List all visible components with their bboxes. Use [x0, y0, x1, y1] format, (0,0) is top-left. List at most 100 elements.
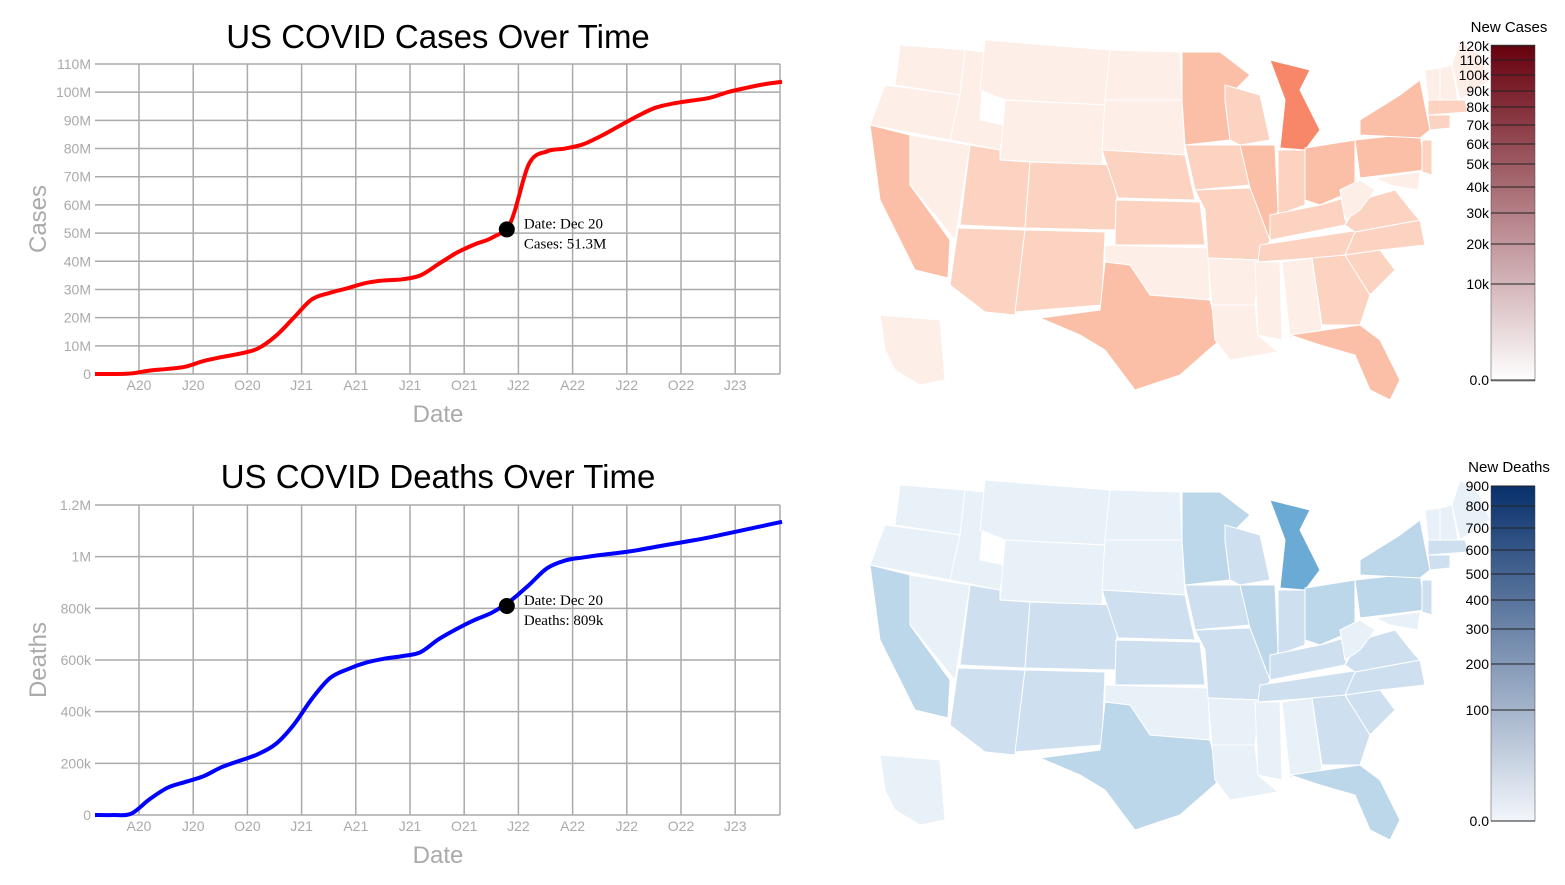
deaths-state-nm[interactable] [1014, 669, 1106, 753]
cases-state-wv[interactable] [1339, 179, 1376, 221]
deaths-highlight-point[interactable] [498, 598, 515, 615]
cases-state-ia[interactable] [1184, 144, 1251, 191]
cases-highlight-point[interactable] [498, 221, 515, 238]
deaths-state-ar[interactable] [1207, 697, 1261, 746]
deaths-state-ks[interactable] [1114, 639, 1206, 686]
deaths-y-tick-label: 400k [61, 704, 92, 720]
deaths-state-pa[interactable] [1354, 572, 1426, 619]
cases-state-in[interactable] [1277, 149, 1306, 216]
cases-state-ma[interactable] [1427, 99, 1469, 116]
cases-state-nj[interactable] [1421, 139, 1433, 176]
deaths-legend-tick-label: 300 [1466, 621, 1490, 637]
deaths-state-fl[interactable] [1289, 764, 1401, 841]
deaths-state-nv[interactable] [909, 574, 971, 682]
cases-line-chart[interactable]: US COVID Cases Over Time 0 10M 20M 30M 40M 50… [0, 0, 800, 440]
cases-x-tick-label: A22 [560, 377, 585, 393]
deaths-state-ne[interactable] [1101, 589, 1196, 641]
deaths-legend-tick-label: 500 [1466, 566, 1490, 582]
cases-legend-tick-label: 60k [1466, 136, 1490, 152]
deaths-state-wv[interactable] [1339, 619, 1376, 661]
deaths-state-mt[interactable] [979, 479, 1111, 546]
cases-series-line[interactable] [94, 79, 783, 377]
cases-x-tick-label: J21 [290, 377, 313, 393]
cases-y-tick-label: 100M [56, 84, 91, 100]
deaths-state-md[interactable] [1373, 611, 1421, 631]
deaths-state-in[interactable] [1277, 589, 1306, 656]
deaths-x-ticks: A20 J20 O20 J21 A21 J21 O21 J22 A22 J22 O22 J23 [127, 818, 747, 834]
cases-state-md[interactable] [1373, 171, 1421, 191]
deaths-state-shapes[interactable] [869, 479, 1491, 841]
cases-state-wy[interactable] [999, 99, 1106, 166]
cases-state-ny[interactable] [1359, 79, 1431, 139]
cases-state-ks[interactable] [1114, 199, 1206, 246]
deaths-state-tx[interactable] [1038, 701, 1221, 831]
deaths-state-ny[interactable] [1359, 519, 1431, 579]
deaths-x-tick-label: O22 [668, 818, 695, 834]
cases-x-tick-label: J21 [399, 377, 422, 393]
deaths-state-nd[interactable] [1104, 489, 1183, 541]
cases-state-pa[interactable] [1354, 132, 1426, 179]
cases-state-nm[interactable] [1014, 229, 1106, 313]
deaths-state-ia[interactable] [1184, 584, 1251, 631]
deaths-state-me[interactable] [1451, 479, 1491, 541]
cases-legend-title: New Cases [1471, 19, 1548, 36]
cases-state-ak[interactable] [879, 314, 946, 386]
deaths-legend-tick-label: 400 [1466, 592, 1490, 608]
deaths-state-ma[interactable] [1427, 539, 1469, 556]
deaths-y-tick-label: 1.2M [60, 497, 91, 513]
deaths-state-nj[interactable] [1421, 579, 1433, 616]
deaths-state-la[interactable] [1211, 744, 1280, 801]
cases-state-mt[interactable] [979, 39, 1111, 106]
cases-state-wi[interactable] [1224, 84, 1271, 146]
deaths-legend-tick-label: 0.0 [1470, 813, 1490, 829]
cases-state-sd[interactable] [1101, 99, 1186, 156]
cases-y-tick-label: 70M [64, 169, 91, 185]
deaths-x-tick-label: A22 [560, 818, 585, 834]
cases-legend-tick-label: 30k [1466, 205, 1490, 221]
deaths-state-wi[interactable] [1224, 524, 1271, 586]
cases-legend-tick-label: 0.0 [1470, 372, 1490, 388]
cases-state-ar[interactable] [1207, 257, 1261, 306]
deaths-legend-tick-label: 200 [1466, 656, 1490, 672]
deaths-us-map[interactable]: New Deaths 900 800 700 600 500 400 300 200 100 0.… [800, 440, 1565, 880]
cases-y-tick-label: 60M [64, 197, 91, 213]
deaths-state-co[interactable] [1024, 601, 1119, 671]
deaths-y-tick-label: 0 [83, 807, 91, 823]
cases-state-ms[interactable] [1254, 261, 1283, 341]
cases-legend-tick-label: 90k [1466, 83, 1490, 99]
cases-state-mi[interactable] [1269, 59, 1321, 151]
deaths-state-az[interactable] [949, 667, 1026, 756]
deaths-state-vt[interactable] [1424, 507, 1441, 541]
cases-x-tick-label: J23 [724, 377, 747, 393]
cases-state-tx[interactable] [1038, 261, 1221, 391]
deaths-state-ak[interactable] [879, 754, 946, 826]
cases-state-ne[interactable] [1101, 149, 1196, 201]
deaths-legend-ticks: 900 800 700 600 500 400 300 200 100 0.0 [1466, 478, 1535, 829]
deaths-legend-tick-label: 800 [1466, 498, 1490, 514]
cases-y-tick-label: 40M [64, 253, 91, 269]
cases-state-nd[interactable] [1104, 49, 1183, 101]
deaths-state-ms[interactable] [1254, 701, 1283, 781]
cases-state-shapes[interactable] [869, 39, 1491, 401]
cases-legend-tick-label: 10k [1466, 276, 1490, 292]
deaths-x-tick-label: J23 [724, 818, 747, 834]
cases-state-nv[interactable] [909, 134, 971, 242]
deaths-line-chart[interactable]: US COVID Deaths Over Time 0 200k 400k 600k 8… [0, 440, 800, 880]
cases-state-az[interactable] [949, 227, 1026, 316]
deaths-state-wy[interactable] [999, 539, 1106, 606]
cases-y-tick-label: 10M [64, 338, 91, 354]
deaths-legend-tick-label: 600 [1466, 542, 1490, 558]
cases-y-tick-label: 20M [64, 310, 91, 326]
cases-state-fl[interactable] [1289, 324, 1401, 401]
cases-state-la[interactable] [1211, 304, 1280, 361]
deaths-series-line[interactable] [94, 519, 783, 818]
deaths-state-sd[interactable] [1101, 539, 1186, 596]
cases-state-ct[interactable] [1427, 114, 1451, 131]
cases-state-vt[interactable] [1424, 67, 1441, 101]
deaths-state-mi[interactable] [1269, 499, 1321, 591]
cases-state-me[interactable] [1451, 39, 1491, 101]
cases-state-co[interactable] [1024, 161, 1119, 231]
deaths-x-tick-label: J22 [507, 818, 530, 834]
deaths-state-ct[interactable] [1427, 554, 1451, 571]
